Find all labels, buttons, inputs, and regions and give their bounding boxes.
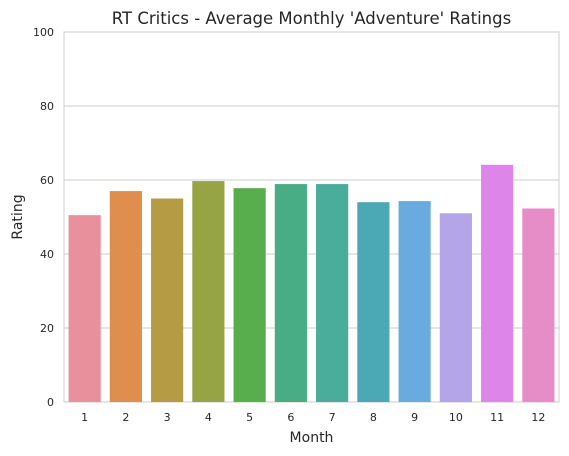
bar-month-1 [68,215,101,402]
bar-month-2 [109,191,142,402]
x-tick-label: 4 [205,411,212,424]
y-tick-label: 0 [47,396,54,409]
x-tick-label: 10 [449,411,463,424]
x-tick-label: 3 [164,411,171,424]
y-tick-label: 100 [33,26,54,39]
y-tick-label: 60 [40,174,54,187]
bar-month-7 [316,184,349,402]
bar-month-12 [522,208,555,402]
y-axis-label: Rating [10,194,26,239]
bar-month-10 [439,213,472,402]
bar-month-3 [151,198,184,402]
y-tick-labels: 0 20 40 60 80 100 [33,26,54,409]
x-tick-label: 12 [531,411,545,424]
chart-title: RT Critics - Average Monthly 'Adventure'… [112,9,511,28]
bar-month-11 [481,164,514,402]
x-tick-labels: 1 2 3 4 5 6 7 8 9 10 11 12 [81,411,545,424]
x-tick-label: 6 [287,411,294,424]
bar-month-9 [398,201,431,402]
x-tick-label: 5 [246,411,253,424]
bar-month-8 [357,202,390,402]
y-tick-label: 40 [40,248,54,261]
x-tick-label: 9 [411,411,418,424]
bar-month-5 [233,188,266,402]
bar-month-6 [274,184,307,402]
plot-area [63,31,560,403]
x-tick-label: 2 [122,411,129,424]
x-tick-label: 8 [370,411,377,424]
y-tick-label: 80 [40,100,54,113]
x-tick-label: 1 [81,411,88,424]
bars [68,164,555,402]
x-tick-label: 7 [329,411,336,424]
bar-month-4 [192,181,225,402]
y-tick-label: 20 [40,322,54,335]
x-tick-label: 11 [490,411,504,424]
x-axis-label: Month [290,430,334,446]
